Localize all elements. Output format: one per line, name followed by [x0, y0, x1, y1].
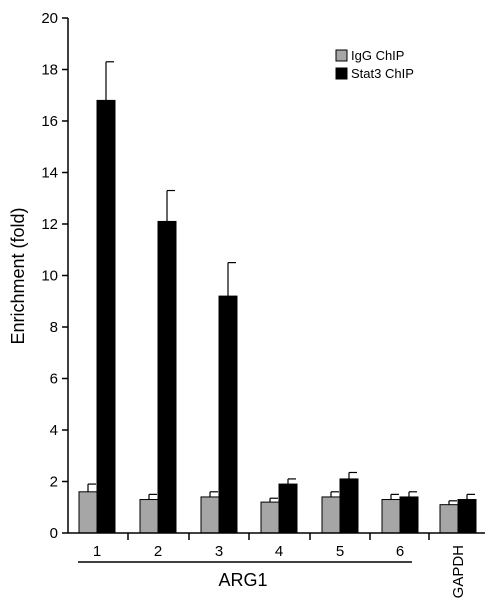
y-tick-label-20: 20 [41, 10, 58, 27]
bar-stat3-1 [96, 99, 116, 534]
group-label-arg1: ARG1 [218, 570, 267, 590]
x-tick-label-gapdh: GAPDH [450, 545, 467, 598]
error-bars-layer [87, 61, 475, 505]
y-tick-label-16: 16 [41, 113, 58, 130]
y-tick-label-2: 2 [50, 474, 58, 491]
y-tick-label-14: 14 [41, 165, 58, 182]
bar-stat3-5 [339, 478, 359, 534]
y-tick-label-10: 10 [41, 268, 58, 285]
bar-igg-4 [260, 501, 280, 534]
y-tick-label-0: 0 [50, 525, 58, 542]
bar-igg-1 [78, 491, 98, 534]
x-tick-label-3: 3 [215, 543, 223, 560]
bar-stat3-4 [278, 483, 298, 534]
bar-igg-6 [381, 499, 401, 534]
bars-layer [78, 99, 477, 534]
y-tick-label-4: 4 [50, 422, 58, 439]
bar-stat3-gapdh [457, 499, 477, 534]
bar-stat3-6 [399, 496, 419, 534]
y-tick-label-8: 8 [50, 319, 58, 336]
y-tick-label-18: 18 [41, 62, 58, 79]
x-tick-label-6: 6 [396, 543, 404, 560]
legend-swatch-igg [335, 49, 348, 62]
legend-label-igg: IgG ChIP [351, 48, 404, 63]
x-tick-label-2: 2 [154, 543, 162, 560]
x-tick-label-4: 4 [275, 543, 283, 560]
y-tick-label-6: 6 [50, 371, 58, 388]
legend: IgG ChIP Stat3 ChIP [335, 48, 414, 81]
legend-swatch-stat3 [335, 67, 348, 80]
bar-igg-3 [200, 496, 220, 534]
y-axis-title: Enrichment (fold) [8, 207, 28, 344]
bar-igg-gapdh [439, 504, 459, 534]
bar-igg-2 [139, 499, 159, 534]
x-tick-label-1: 1 [93, 543, 101, 560]
x-tick-label-5: 5 [336, 543, 344, 560]
bar-stat3-2 [157, 220, 177, 534]
bar-igg-5 [321, 496, 341, 534]
y-tick-label-12: 12 [41, 216, 58, 233]
bar-stat3-3 [218, 295, 238, 534]
legend-label-stat3: Stat3 ChIP [351, 66, 414, 81]
